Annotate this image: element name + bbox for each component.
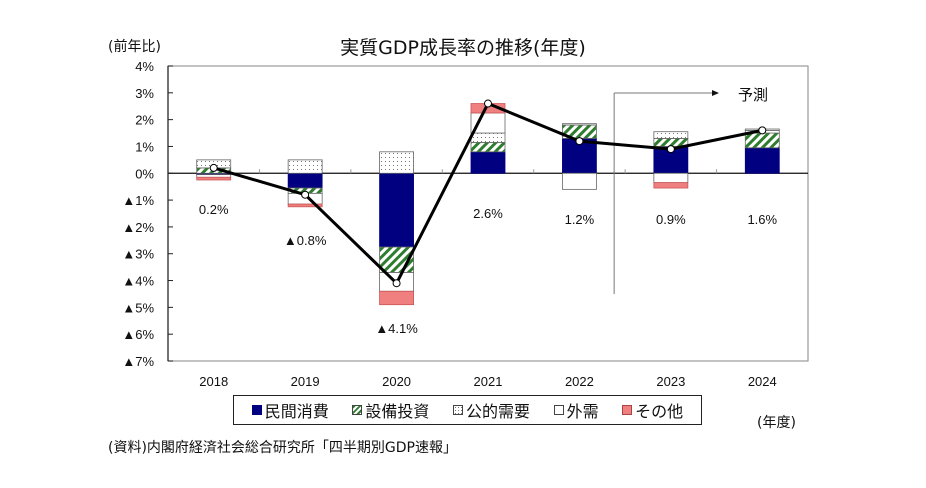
- bar-public-demand: [562, 123, 597, 126]
- x-tick-label: 2024: [748, 374, 777, 389]
- bar-private-consumption: [470, 151, 506, 174]
- source-note: (資料)内閣府経済社会総合研究所「四半期別GDP速報」: [108, 440, 457, 456]
- bars: [196, 103, 780, 306]
- y-tick-label: ▲7%: [122, 354, 154, 369]
- y-tick-label: ▲5%: [122, 300, 154, 315]
- bar-public-demand: [287, 159, 323, 174]
- bar-private-consumption: [379, 172, 414, 248]
- bar-private-consumption: [744, 147, 780, 174]
- chart-title: 実質GDP成長率の推移(年度): [340, 37, 586, 59]
- y-tick-label: 4%: [135, 59, 154, 74]
- legend-label: 外需: [566, 402, 599, 421]
- bar-other: [653, 182, 689, 189]
- gdp-point: [575, 137, 584, 146]
- legend-item-external-demand: 外需: [553, 398, 599, 422]
- data-label: ▲4.1%: [375, 321, 418, 336]
- legend-item-capex: 設備投資: [352, 398, 429, 422]
- y-tick-label: ▲4%: [122, 274, 154, 289]
- y-axis: 4% 3% 2% 1% 0% ▲1% ▲2% ▲3% ▲4% ▲5% ▲6% ▲7%: [122, 59, 173, 369]
- x-tick-label: 2019: [291, 374, 320, 389]
- bar-external-demand: [562, 172, 597, 190]
- y-tick-label: 1%: [135, 139, 154, 154]
- gdp-point: [209, 163, 218, 172]
- y-tick-label: ▲1%: [122, 193, 154, 208]
- bar-public-demand: [653, 131, 689, 139]
- bar-capex: [744, 132, 780, 149]
- y-tick-label: 2%: [135, 113, 154, 128]
- legend-swatch-stripes: [352, 405, 363, 415]
- x-tick-label: 2020: [382, 374, 411, 389]
- legend-swatch-pink: [622, 405, 633, 415]
- data-label: 0.2%: [199, 202, 229, 217]
- legend-label: 公的需要: [465, 402, 530, 421]
- data-label: ▲0.8%: [284, 233, 327, 248]
- x-tick-label: 2022: [565, 374, 594, 389]
- legend-swatch-navy: [251, 405, 262, 415]
- bar-private-consumption: [287, 172, 323, 189]
- bar-external-demand: [196, 174, 232, 178]
- gdp-point: [392, 279, 401, 288]
- x-tick-label: 2018: [199, 374, 228, 389]
- legend-label: 設備投資: [365, 402, 430, 421]
- y-tick-label: ▲6%: [122, 327, 154, 342]
- forecast-arrow-head: [712, 90, 719, 96]
- y-tick-label: 0%: [135, 166, 154, 181]
- legend-item-public-demand: 公的需要: [452, 398, 530, 422]
- bar-public-demand: [379, 151, 414, 174]
- data-label: 2.6%: [473, 206, 503, 221]
- forecast-label: 予測: [738, 86, 769, 104]
- bar-capex: [379, 246, 414, 273]
- gdp-line: [209, 99, 767, 288]
- y-tick-label: 3%: [135, 86, 154, 101]
- data-label: 1.2%: [565, 212, 595, 227]
- bar-capex: [470, 142, 506, 153]
- plot-area: [167, 65, 809, 362]
- bar-other: [379, 290, 414, 306]
- bar-public-demand: [470, 132, 506, 143]
- forecast-annotation: [613, 90, 719, 294]
- gdp-point: [301, 190, 310, 199]
- bar-other: [196, 176, 232, 181]
- x-axis: 2018 2019 2020 2021 2022 2023 2024: [199, 374, 776, 389]
- bar-external-demand: [653, 172, 689, 184]
- y-tick-label: ▲2%: [122, 220, 154, 235]
- y-axis-unit: (前年比): [108, 39, 161, 55]
- data-label: 1.6%: [747, 212, 777, 227]
- x-tick-label: 2021: [474, 374, 503, 389]
- y-tick-label: ▲3%: [122, 247, 154, 262]
- data-label: 0.9%: [656, 212, 686, 227]
- legend-swatch-dots: [452, 405, 463, 415]
- legend-item-other: その他: [622, 398, 683, 422]
- bar-other: [287, 203, 323, 208]
- x-axis-unit: (年度): [757, 415, 796, 431]
- data-labels: 0.2% ▲0.8% ▲4.1% 2.6% 1.2% 0.9% 1.6%: [199, 202, 778, 336]
- legend: 民間消費 設備投資 公的需要 外需 その他: [233, 395, 702, 425]
- legend-label: 民間消費: [264, 402, 329, 421]
- legend-item-private-consumption: 民間消費: [251, 398, 329, 422]
- gdp-point: [758, 126, 767, 135]
- legend-swatch-white: [553, 405, 564, 415]
- gdp-point: [666, 145, 675, 154]
- gdp-point: [484, 99, 492, 108]
- x-tick-label: 2023: [656, 374, 685, 389]
- legend-label: その他: [635, 402, 684, 421]
